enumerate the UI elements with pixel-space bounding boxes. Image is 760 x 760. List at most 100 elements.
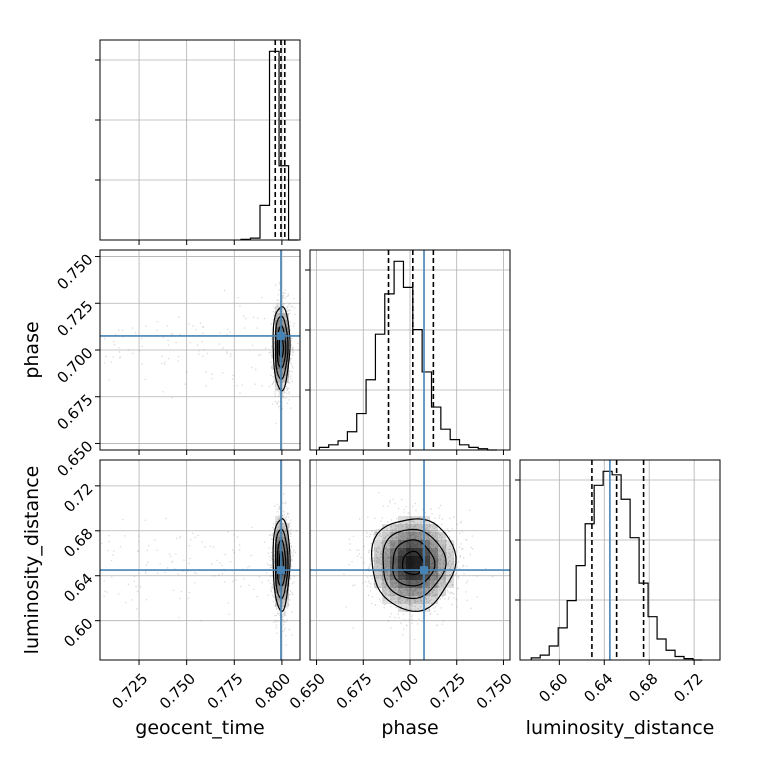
density-cell-geocent_time-vs-phase (275, 313, 282, 320)
contour-geocent_time-vs-phase-3 (272, 306, 291, 392)
density-cell-phase-vs-luminosity_distance (438, 580, 446, 588)
density-cell-phase-vs-luminosity_distance (406, 540, 414, 548)
density-cell-phase-vs-luminosity_distance (422, 548, 430, 556)
density-cell-phase-vs-luminosity_distance (374, 556, 382, 564)
hist-panel-luminosity_distance (515, 459, 721, 665)
hist-panel-phase (305, 249, 511, 455)
density-cell-phase-vs-luminosity_distance (446, 548, 454, 556)
density-cell-phase-vs-luminosity_distance (422, 532, 430, 540)
density-cell-phase-vs-luminosity_distance (438, 540, 446, 548)
histogram-phase (318, 260, 497, 451)
density-cell-phase-vs-luminosity_distance (414, 604, 422, 612)
density-cell-geocent_time-vs-phase (275, 320, 282, 327)
density-cell-phase-vs-luminosity_distance (398, 532, 406, 540)
density-cell-phase-vs-luminosity_distance (414, 548, 422, 556)
density-cell-geocent_time-vs-luminosity_distance (275, 572, 282, 579)
density-cell-phase-vs-luminosity_distance (422, 588, 430, 596)
contour-geocent_time-vs-luminosity_distance-2 (274, 528, 289, 600)
truth-marker-geocent_time-vs-phase (276, 331, 285, 340)
density-cell-phase-vs-luminosity_distance (390, 548, 398, 556)
density-cell-phase-vs-luminosity_distance (430, 540, 438, 548)
density-cell-phase-vs-luminosity_distance (382, 564, 390, 572)
density-cell-phase-vs-luminosity_distance (430, 532, 438, 540)
density-cell-phase-vs-luminosity_distance (382, 572, 390, 580)
contour-geocent_time-vs-luminosity_distance-3 (272, 518, 291, 612)
density-cell-phase-vs-luminosity_distance (406, 588, 414, 596)
density-cell-geocent_time-vs-phase (282, 313, 289, 320)
density-cell-phase-vs-luminosity_distance (438, 556, 446, 564)
contour-phase-vs-luminosity_distance-2 (382, 528, 447, 600)
density-cell-phase-vs-luminosity_distance (406, 564, 414, 572)
density-cell-phase-vs-luminosity_distance (414, 532, 422, 540)
density-cell-phase-vs-luminosity_distance (390, 580, 398, 588)
density-cell-phase-vs-luminosity_distance (422, 596, 430, 604)
contour-phase-vs-luminosity_distance-0 (401, 550, 425, 576)
density-cell-phase-vs-luminosity_distance (414, 572, 422, 580)
density-cell-phase-vs-luminosity_distance (390, 596, 398, 604)
density-cell-geocent_time-vs-phase (282, 327, 289, 334)
density-cell-geocent_time-vs-luminosity_distance (275, 530, 282, 537)
density-cell-phase-vs-luminosity_distance (414, 556, 422, 564)
density-cell-phase-vs-luminosity_distance (406, 572, 414, 580)
density-cell-phase-vs-luminosity_distance (382, 524, 390, 532)
density-cell-phase-vs-luminosity_distance (390, 524, 398, 532)
density-cell-phase-vs-luminosity_distance (446, 572, 454, 580)
density-cell-phase-vs-luminosity_distance (382, 532, 390, 540)
density-cell-phase-vs-luminosity_distance (382, 548, 390, 556)
density-cell-phase-vs-luminosity_distance (422, 580, 430, 588)
density-cell-phase-vs-luminosity_distance (414, 540, 422, 548)
panel-frame-geocent_time (99, 39, 301, 241)
density-cell-phase-vs-luminosity_distance (398, 540, 406, 548)
density-cell-geocent_time-vs-phase (275, 376, 282, 383)
density-cell-geocent_time-vs-luminosity_distance (282, 593, 289, 600)
density-cell-phase-vs-luminosity_distance (398, 596, 406, 604)
density-cell-phase-vs-luminosity_distance (374, 580, 382, 588)
density-cell-phase-vs-luminosity_distance (422, 604, 430, 612)
density-cell-geocent_time-vs-luminosity_distance (282, 523, 289, 530)
density-cell-geocent_time-vs-phase (275, 348, 282, 355)
density-cell-phase-vs-luminosity_distance (374, 548, 382, 556)
density-cell-phase-vs-luminosity_distance (406, 580, 414, 588)
density-cell-phase-vs-luminosity_distance (430, 524, 438, 532)
density-cell-phase-vs-luminosity_distance (374, 564, 382, 572)
density-cell-phase-vs-luminosity_distance (398, 548, 406, 556)
panel-frame-luminosity_distance (519, 459, 721, 661)
density-cell-phase-vs-luminosity_distance (374, 532, 382, 540)
density-cell-geocent_time-vs-phase (282, 355, 289, 362)
density-cell-geocent_time-vs-phase (282, 334, 289, 341)
density-cell-phase-vs-luminosity_distance (438, 548, 446, 556)
density-cell-phase-vs-luminosity_distance (382, 556, 390, 564)
density-cell-geocent_time-vs-luminosity_distance (282, 579, 289, 586)
density-cell-phase-vs-luminosity_distance (414, 516, 422, 524)
density-cell-phase-vs-luminosity_distance (430, 548, 438, 556)
density-content-geocent_time-vs-phase (100, 250, 300, 450)
density-cell-geocent_time-vs-phase (275, 369, 282, 376)
density-cell-phase-vs-luminosity_distance (414, 564, 422, 572)
density-cell-phase-vs-luminosity_distance (414, 524, 422, 532)
density-cell-geocent_time-vs-luminosity_distance (275, 516, 282, 523)
density-cell-phase-vs-luminosity_distance (414, 580, 422, 588)
density-cell-phase-vs-luminosity_distance (430, 596, 438, 604)
density-cell-geocent_time-vs-luminosity_distance (275, 600, 282, 607)
density-cell-phase-vs-luminosity_distance (398, 572, 406, 580)
contour-geocent_time-vs-phase-1 (276, 325, 287, 369)
density-cell-phase-vs-luminosity_distance (422, 572, 430, 580)
density-cell-phase-vs-luminosity_distance (398, 524, 406, 532)
density-cell-phase-vs-luminosity_distance (374, 540, 382, 548)
density-cell-phase-vs-luminosity_distance (430, 580, 438, 588)
x-axis-label-phase: phase (381, 717, 438, 739)
density-cell-geocent_time-vs-luminosity_distance (275, 551, 282, 558)
density-cell-phase-vs-luminosity_distance (382, 588, 390, 596)
contour-geocent_time-vs-phase-2 (274, 315, 289, 380)
density-cell-phase-vs-luminosity_distance (422, 540, 430, 548)
truth-marker-phase-vs-luminosity_distance (420, 566, 429, 575)
density-cell-phase-vs-luminosity_distance (390, 556, 398, 564)
density-cell-geocent_time-vs-luminosity_distance (275, 593, 282, 600)
histogram-geocent_time (240, 50, 299, 241)
density-cell-phase-vs-luminosity_distance (406, 524, 414, 532)
density-cell-geocent_time-vs-luminosity_distance (282, 544, 289, 551)
density-content-geocent_time-vs-luminosity_distance (100, 460, 300, 660)
density-cell-phase-vs-luminosity_distance (398, 556, 406, 564)
contour-geocent_time-vs-luminosity_distance-1 (276, 539, 287, 587)
